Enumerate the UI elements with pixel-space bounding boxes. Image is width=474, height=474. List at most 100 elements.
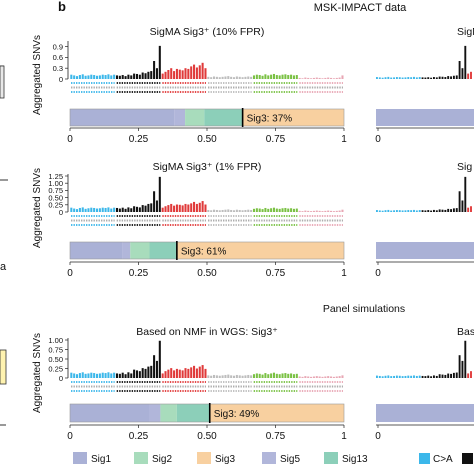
bar-ca: [81, 74, 84, 79]
right-bar-cg: [461, 68, 464, 79]
left-panel-fragments: a: [0, 65, 8, 426]
bar-ta: [250, 209, 253, 212]
bar-ct: [204, 204, 207, 212]
bar-cg: [115, 207, 119, 212]
bar-ct: [201, 62, 204, 79]
bar-tg: [338, 376, 341, 378]
bar-cg: [155, 360, 158, 378]
bar-ct: [204, 368, 207, 378]
x-tick-label: 1: [341, 134, 347, 145]
y-tick-label: 0: [59, 208, 63, 217]
right-bar-ca: [407, 77, 410, 79]
right-bar-cg: [452, 372, 455, 378]
right-bar-cg: [452, 75, 455, 79]
bar-tg: [301, 211, 304, 212]
right-bar-cg: [450, 209, 452, 212]
bar-ca: [70, 74, 73, 79]
bar-ct: [201, 201, 204, 212]
bar-ta: [227, 209, 230, 212]
composition-segment-sig13: [204, 109, 243, 126]
bar-tc: [272, 372, 275, 378]
bar-ct: [175, 68, 178, 79]
right-bar-cg: [464, 340, 467, 378]
bar-cg: [144, 73, 147, 79]
y-tick-label: 0.25: [48, 364, 63, 373]
right-bar-ca: [376, 375, 378, 378]
bar-ct: [190, 66, 193, 79]
bar-ct: [193, 64, 196, 79]
bar-ca: [84, 75, 87, 79]
bar-ca: [95, 208, 99, 212]
bar-ca: [76, 374, 79, 378]
right-bar-cg: [421, 77, 424, 79]
bar-ca: [113, 74, 116, 79]
chart-title: Based on NMF in WGS: Sig3⁺: [136, 326, 278, 338]
bar-tc: [264, 207, 267, 212]
right-bar-cg: [450, 76, 452, 79]
bar-ta: [235, 76, 238, 79]
bar-tc: [252, 75, 256, 79]
bar-cg: [124, 76, 127, 79]
bar-ca: [113, 207, 116, 212]
bar-ct: [178, 369, 181, 378]
bar-cg: [135, 206, 138, 212]
x-tick-label: 0.25: [129, 134, 149, 145]
bar-tg: [335, 77, 338, 79]
bar-ta: [218, 77, 221, 79]
bar-tc: [278, 75, 281, 79]
right-bar-ca: [390, 376, 393, 378]
right-bar-ct: [467, 373, 470, 378]
bar-tc: [252, 208, 256, 212]
bar-ta: [224, 374, 227, 378]
right-bar-cg: [435, 375, 438, 378]
bar-cg: [141, 72, 144, 79]
bar-cg: [124, 208, 127, 212]
bar-tg: [304, 376, 307, 378]
x-tick-label: 0.25: [129, 431, 149, 442]
bar-ca: [78, 373, 81, 378]
bar-ta: [238, 209, 241, 212]
bar-cg: [115, 373, 119, 378]
right-composition-segment-sig1: [376, 109, 474, 126]
bar-tg: [315, 77, 318, 79]
right-bar-ca: [376, 77, 378, 79]
right-cropped-panels: SigM 0 Sig 0 Based 0: [375, 26, 474, 442]
bar-ta: [238, 76, 241, 79]
legend-swatch: [73, 452, 87, 464]
bar-ca: [87, 208, 90, 212]
legend-item-sig3: Sig3: [197, 452, 235, 465]
bar-tg: [304, 77, 307, 79]
right-bar-ca: [415, 77, 418, 79]
bar-tc: [290, 74, 293, 79]
bar-ca: [70, 372, 73, 378]
bar-tg: [315, 210, 318, 212]
bar-tg: [298, 77, 301, 79]
bar-ta: [247, 209, 250, 212]
chart-panel-2: SigMA Sig3⁺ (1% FPR)Aggregated SNVs 00.25…: [32, 161, 347, 279]
bar-ca: [104, 75, 107, 79]
right-bar-ca: [413, 76, 415, 79]
bar-tg: [324, 77, 327, 79]
bar-ta: [230, 76, 233, 79]
bar-tc: [295, 75, 298, 79]
right-bar-ca: [378, 77, 381, 79]
bar-ta: [232, 77, 236, 79]
bar-ct: [164, 71, 167, 79]
bar-cg: [115, 75, 119, 79]
bar-tc: [284, 207, 287, 212]
right-bar-ca: [387, 209, 390, 212]
bar-tc: [261, 75, 264, 79]
legend-label-ca: C>A: [433, 454, 453, 465]
right-panel-3: Based 0: [375, 326, 474, 442]
section-title-msk: MSK-IMPACT data: [314, 2, 407, 14]
right-bar-ca: [381, 77, 384, 79]
bar-ca: [101, 207, 104, 212]
right-bar-cg: [444, 209, 447, 212]
bar-tc: [258, 373, 261, 378]
bar-cg: [127, 207, 130, 212]
bar-cg: [138, 207, 141, 212]
bar-ca: [101, 74, 104, 79]
panel-label: b: [58, 0, 66, 14]
right-bar-cg: [438, 76, 441, 79]
bar-ct: [184, 203, 187, 212]
